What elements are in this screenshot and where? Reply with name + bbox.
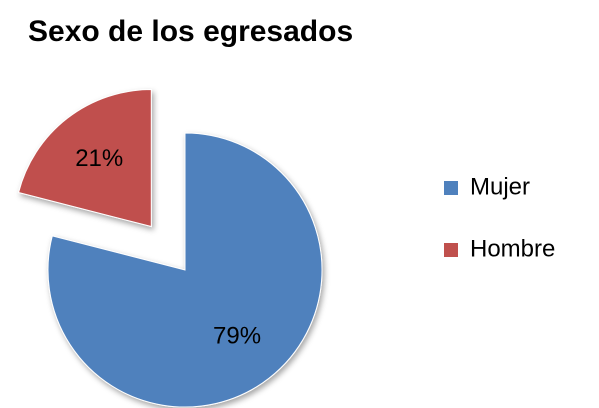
legend-swatch [444,243,458,257]
legend-swatch [444,181,458,195]
data-label: 21% [75,145,123,172]
pie-slice [17,89,152,228]
legend-label: Mujer [470,173,530,200]
pie-slice [47,132,323,408]
chart-title: Sexo de los egresados [28,15,353,48]
legend-label: Hombre [470,235,555,262]
data-label: 79% [213,322,261,349]
